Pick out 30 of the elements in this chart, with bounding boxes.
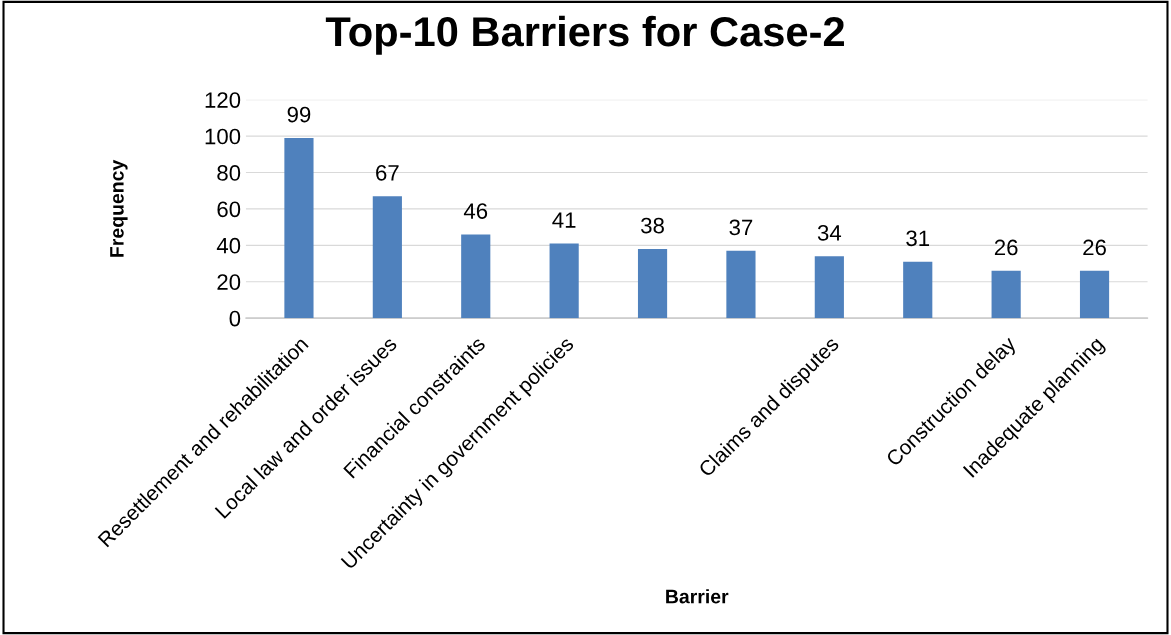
data-label: 26 xyxy=(1083,239,1106,256)
bar xyxy=(814,256,844,319)
y-tick-label: 120 xyxy=(205,92,241,108)
bar xyxy=(549,243,579,319)
data-label: 26 xyxy=(994,239,1018,256)
bar xyxy=(991,270,1021,319)
y-tick-label: 0 xyxy=(229,310,241,327)
data-label: 46 xyxy=(463,203,488,219)
x-axis-title: Barrier xyxy=(666,589,729,604)
y-tick-label: 80 xyxy=(217,165,241,181)
y-tick-label: 20 xyxy=(217,274,241,290)
data-label: 99 xyxy=(287,106,311,123)
bar xyxy=(372,196,402,319)
data-label: 37 xyxy=(729,219,753,236)
data-label: 38 xyxy=(641,217,664,234)
y-tick-label: 60 xyxy=(217,201,241,218)
data-label: 41 xyxy=(552,212,576,228)
bar xyxy=(637,248,668,319)
y-tick-label: 40 xyxy=(216,237,241,254)
y-tick-label: 100 xyxy=(205,128,241,145)
data-label: 31 xyxy=(906,230,930,247)
data-label: 67 xyxy=(376,164,399,181)
bar xyxy=(726,250,756,319)
bar xyxy=(1079,270,1110,319)
chart-title: Top-10 Barriers for Case-2 xyxy=(325,15,844,55)
bar xyxy=(284,137,314,319)
bar xyxy=(903,261,933,319)
bar xyxy=(461,234,491,319)
data-label: 34 xyxy=(817,225,842,241)
y-axis-title: Frequency xyxy=(110,159,128,257)
